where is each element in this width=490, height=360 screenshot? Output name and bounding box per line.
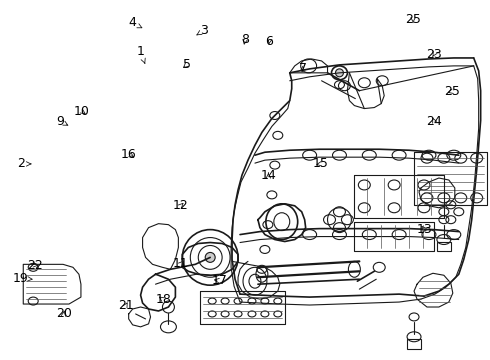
Text: 23: 23: [426, 48, 442, 61]
Text: 5: 5: [183, 58, 191, 72]
Text: 11: 11: [173, 257, 189, 270]
Text: 9: 9: [56, 114, 68, 127]
Text: 19: 19: [13, 272, 32, 285]
Text: 7: 7: [299, 62, 307, 75]
Text: 13: 13: [416, 223, 432, 236]
Text: 4: 4: [128, 16, 142, 29]
Text: 24: 24: [426, 114, 442, 127]
Text: 17: 17: [212, 274, 227, 287]
Text: 6: 6: [266, 35, 273, 48]
Text: 8: 8: [241, 33, 249, 46]
Text: 1: 1: [136, 45, 145, 63]
Ellipse shape: [336, 69, 343, 77]
Text: 20: 20: [56, 307, 72, 320]
Bar: [437, 242, 451, 251]
Text: 12: 12: [173, 199, 189, 212]
Ellipse shape: [205, 252, 215, 262]
Text: 21: 21: [118, 299, 133, 312]
Text: 14: 14: [261, 169, 276, 182]
Text: 10: 10: [74, 105, 90, 118]
Text: 25: 25: [444, 85, 460, 98]
Text: 22: 22: [26, 258, 43, 271]
Text: 18: 18: [155, 293, 171, 306]
Text: 15: 15: [313, 157, 328, 170]
Text: 2: 2: [17, 157, 31, 170]
Text: 16: 16: [121, 148, 137, 161]
Text: 3: 3: [197, 24, 208, 37]
Bar: [407, 339, 421, 349]
Text: 25: 25: [405, 13, 421, 27]
